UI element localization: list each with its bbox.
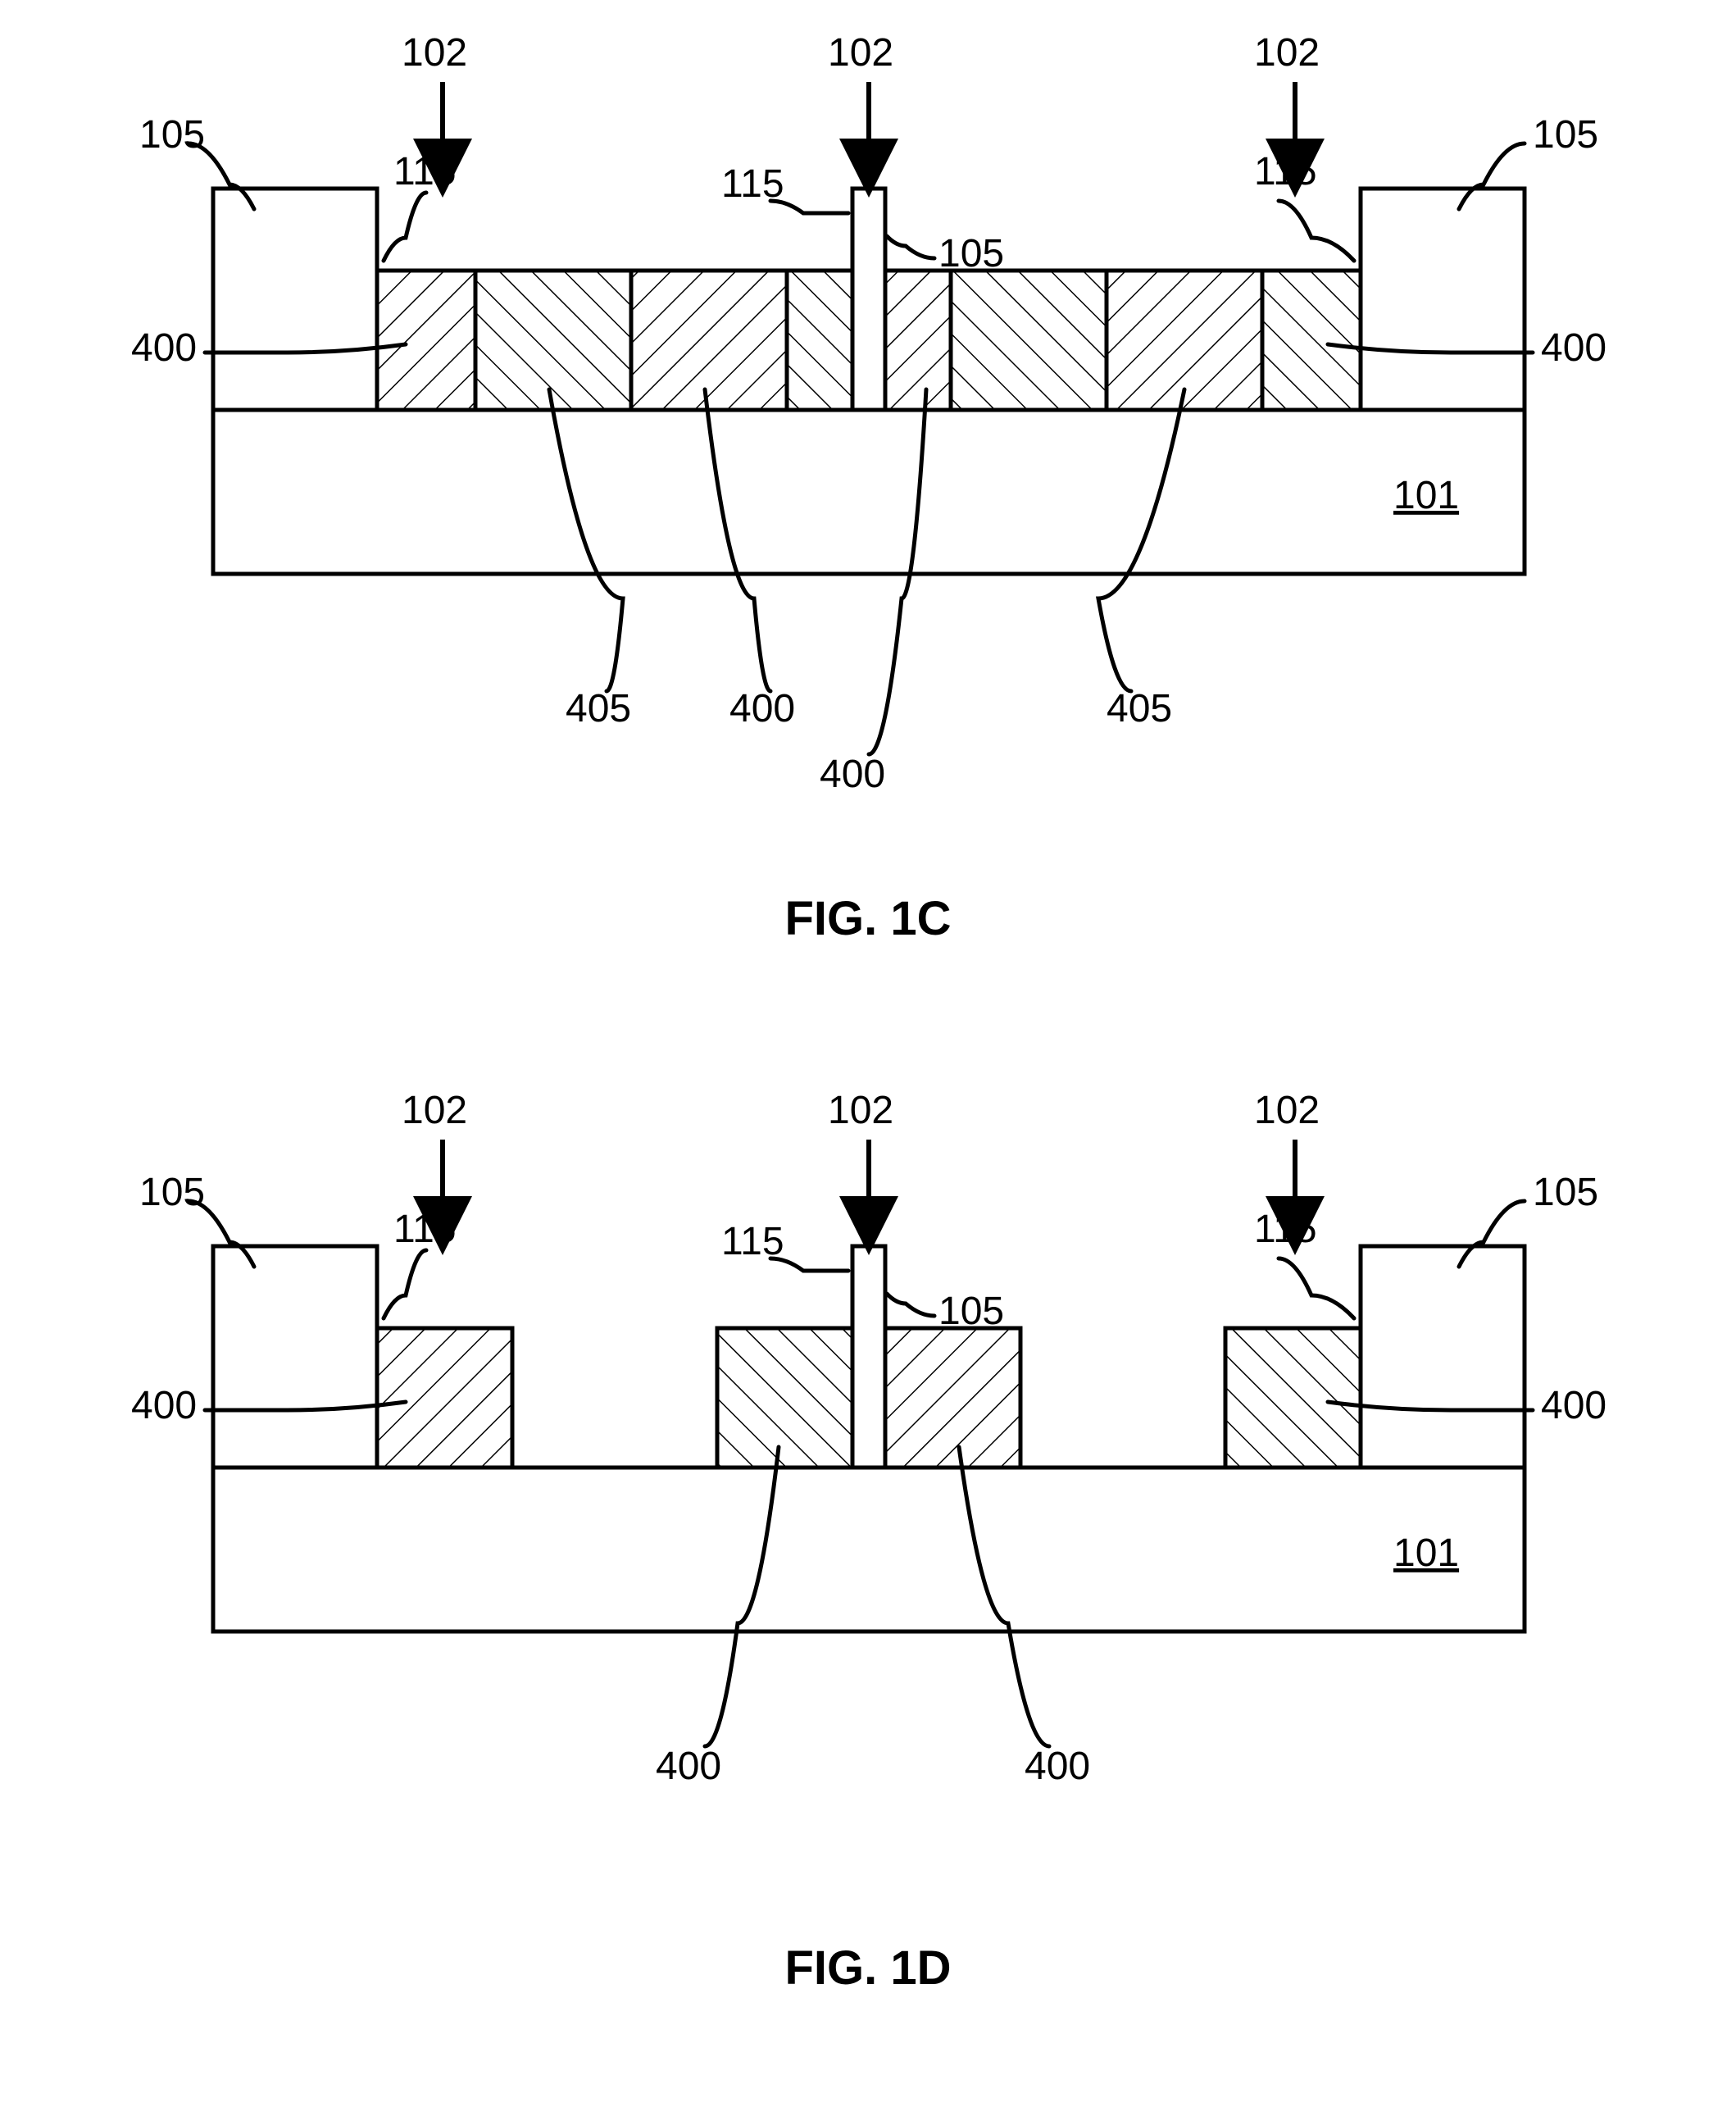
figure-caption: FIG. 1C xyxy=(784,892,951,945)
ref-label: 105 xyxy=(938,1290,1004,1333)
ref-label: 400 xyxy=(656,1745,721,1788)
leader-line xyxy=(384,1250,426,1318)
ref-label: 400 xyxy=(1025,1745,1090,1788)
substrate-label: 101 xyxy=(1393,474,1459,517)
ref-label: 405 xyxy=(566,687,631,730)
ref-label: 102 xyxy=(1254,1089,1320,1132)
ref-label: 102 xyxy=(828,31,893,75)
ref-label: 105 xyxy=(139,113,205,157)
ref-label: 115 xyxy=(1254,1208,1317,1251)
leader-line xyxy=(887,236,934,258)
ref-label: 405 xyxy=(1107,687,1172,730)
hatch-block xyxy=(885,271,951,410)
ref-label: 105 xyxy=(1533,113,1598,157)
ref-label: 102 xyxy=(828,1089,893,1132)
hatch-block xyxy=(951,271,1107,410)
hatch-block xyxy=(475,271,631,410)
ref-label: 102 xyxy=(402,1089,467,1132)
hatch-block xyxy=(631,271,787,410)
ref-label: 115 xyxy=(393,150,457,193)
hatch-block xyxy=(787,271,852,410)
hatch-block xyxy=(377,1328,512,1468)
ref-label: 400 xyxy=(131,1384,197,1427)
hatch-block xyxy=(885,1328,1020,1468)
ref-label: 102 xyxy=(1254,31,1320,75)
substrate xyxy=(213,410,1525,574)
leader-line xyxy=(1279,201,1354,261)
leader-line xyxy=(384,193,426,261)
feature-pillar xyxy=(1361,1246,1525,1468)
ref-label: 102 xyxy=(402,31,467,75)
ref-label: 115 xyxy=(393,1208,457,1251)
ref-label: 105 xyxy=(139,1171,205,1214)
ref-label: 400 xyxy=(820,753,885,796)
ref-label: 115 xyxy=(1254,150,1317,193)
ref-label: 400 xyxy=(131,326,197,370)
leader-line xyxy=(1279,1258,1354,1318)
substrate-label: 101 xyxy=(1393,1531,1459,1575)
feature-pillar xyxy=(1361,189,1525,410)
hatch-block xyxy=(1225,1328,1361,1468)
ref-label: 115 xyxy=(721,1220,784,1263)
leader-line xyxy=(887,1294,934,1316)
hatch-block xyxy=(1262,271,1361,410)
substrate xyxy=(213,1468,1525,1631)
hatch-block xyxy=(377,271,475,410)
hatch-block xyxy=(717,1328,852,1468)
feature-pillar xyxy=(852,1246,885,1468)
ref-label: 400 xyxy=(1541,326,1606,370)
ref-label: 400 xyxy=(1541,1384,1606,1427)
feature-pillar xyxy=(213,1246,377,1468)
ref-label: 105 xyxy=(938,232,1004,275)
feature-pillar xyxy=(852,189,885,410)
feature-pillar xyxy=(213,189,377,410)
ref-label: 105 xyxy=(1533,1171,1598,1214)
ref-label: 400 xyxy=(729,687,795,730)
figure-caption: FIG. 1D xyxy=(784,1941,951,1995)
ref-label: 115 xyxy=(721,162,784,206)
